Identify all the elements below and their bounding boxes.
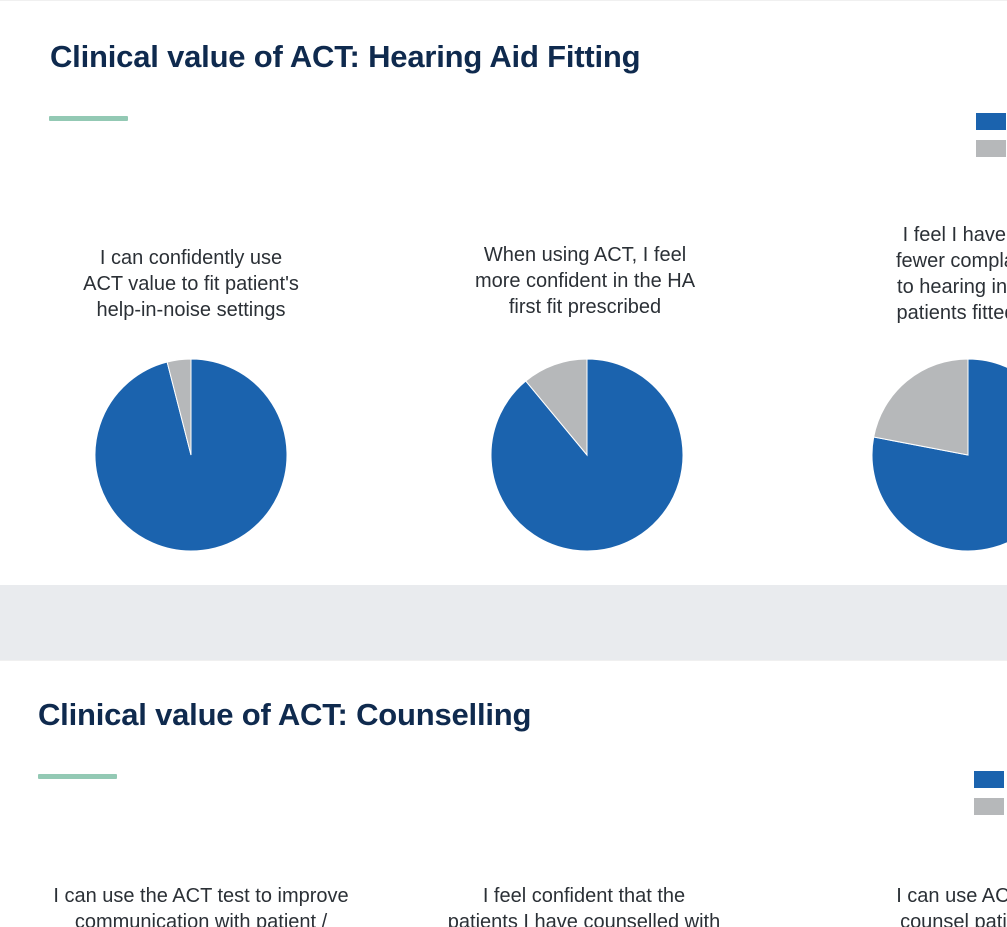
slide-title: Clinical value of ACT: Counselling xyxy=(38,697,532,732)
question-2-line-1: When using ACT, I feel xyxy=(483,244,687,266)
legend-swatch-disagree xyxy=(974,798,1004,815)
question-2-line-2: more confident in the HA xyxy=(474,270,696,292)
title-accent-line xyxy=(38,774,117,779)
question-3: I can use ACT counsel patie xyxy=(809,883,1007,927)
question-3-line-4: patients fitted w xyxy=(896,302,1007,324)
legend-swatch-agree xyxy=(974,771,1004,788)
pie-slice-disagree xyxy=(873,358,969,456)
pie-slice-disagree xyxy=(166,358,192,456)
pie-slice-disagree xyxy=(525,358,588,457)
question-3-line-2: fewer complaint xyxy=(895,250,1007,272)
pie-chart-2 xyxy=(490,358,684,552)
question-1-line-1: I can use the ACT test to improve xyxy=(53,885,349,907)
title-accent-line xyxy=(49,116,128,121)
slide-title: Clinical value of ACT: Hearing Aid Fitti… xyxy=(50,39,641,74)
question-3-line-1: I feel I have re xyxy=(902,224,1007,246)
slide-hearing-aid-fitting: Clinical value of ACT: Hearing Aid Fitti… xyxy=(0,0,1007,585)
question-2-line-3: first fit prescribed xyxy=(508,296,662,318)
question-3: I feel I have re fewer complaint to hear… xyxy=(806,222,1007,326)
question-2-line-2: patients I have counselled with xyxy=(447,911,721,927)
question-1: I can confidently use ACT value to fit p… xyxy=(31,245,351,323)
question-2-line-1: I feel confident that the xyxy=(482,885,686,907)
question-1: I can use the ACT test to improve commun… xyxy=(21,883,381,927)
question-2: When using ACT, I feel more confident in… xyxy=(425,242,745,320)
legend-swatch-agree xyxy=(976,113,1006,130)
slide-counselling: Clinical value of ACT: Counselling I can… xyxy=(0,660,1007,927)
question-1-line-3: help-in-noise settings xyxy=(96,299,286,321)
question-3-line-2: counsel patie xyxy=(900,911,1007,927)
question-1-line-2: ACT value to fit patient's xyxy=(83,273,299,295)
pie-slice-agree xyxy=(871,358,1007,552)
question-3-line-3: to hearing in no xyxy=(897,276,1007,298)
question-1-line-1: I can confidently use xyxy=(99,247,283,269)
legend-swatch-disagree xyxy=(976,140,1006,157)
question-2: I feel confident that the patients I hav… xyxy=(424,883,744,927)
question-3-line-1: I can use ACT xyxy=(896,885,1007,907)
pie-chart-3 xyxy=(871,358,1007,552)
question-1-line-2: communication with patient / xyxy=(74,911,328,927)
pie-chart-1 xyxy=(94,358,288,552)
